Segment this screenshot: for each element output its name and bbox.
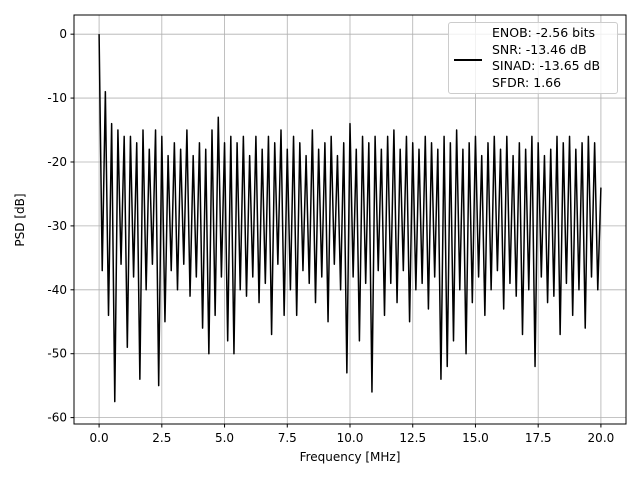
x-tick-label: 5.0: [215, 431, 234, 445]
legend-label: ENOB: -2.56 bits SNR: -13.46 dB SINAD: -…: [492, 25, 601, 90]
y-axis-label: PSD [dB]: [13, 193, 27, 246]
legend: ENOB: -2.56 bits SNR: -13.46 dB SINAD: -…: [448, 22, 618, 94]
x-tick-label: 17.5: [525, 431, 552, 445]
y-tick-label: -50: [47, 347, 67, 361]
x-tick-label: 15.0: [462, 431, 489, 445]
y-tick-label: -20: [47, 155, 67, 169]
x-tick-label: 7.5: [278, 431, 297, 445]
x-tick-label: 20.0: [588, 431, 615, 445]
x-tick-label: 2.5: [152, 431, 171, 445]
x-tick-label: 12.5: [399, 431, 426, 445]
y-tick-label: -60: [47, 411, 67, 425]
x-tick-label: 0.0: [90, 431, 109, 445]
data-line: [98, 34, 602, 403]
legend-line: [454, 59, 482, 61]
y-tick-label: -10: [47, 91, 67, 105]
x-tick-label: 10.0: [337, 431, 364, 445]
plot-frame: [73, 14, 627, 425]
y-tick-label: -30: [47, 219, 67, 233]
x-axis-label: Frequency [MHz]: [300, 450, 401, 464]
y-tick-label: 0: [59, 27, 67, 41]
y-tick-label: -40: [47, 283, 67, 297]
